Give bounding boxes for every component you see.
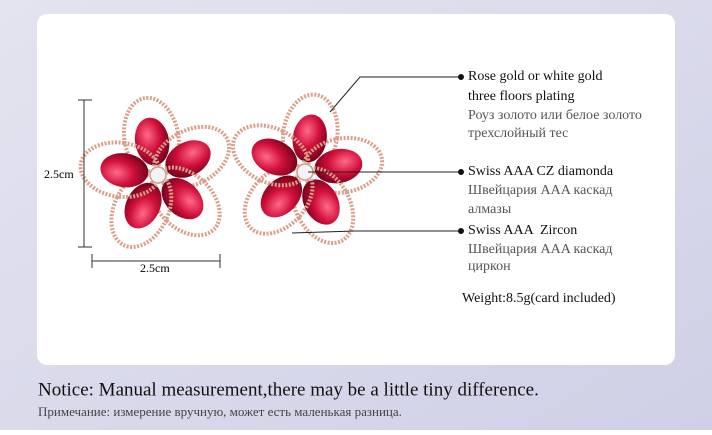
callout-dots bbox=[458, 74, 464, 234]
notice: Notice: Manual measurement,there may be … bbox=[38, 379, 539, 400]
ruby bbox=[251, 138, 298, 176]
center-stone bbox=[296, 163, 314, 181]
ruby bbox=[134, 117, 170, 166]
ruby bbox=[100, 153, 149, 188]
notice-ru: Примечание: измерение вручную, может ест… bbox=[38, 404, 402, 419]
ruby bbox=[314, 148, 363, 184]
height-label: 2.5cm bbox=[44, 167, 74, 181]
callout-text-ru: трехслойный тес bbox=[468, 126, 568, 141]
callout-text: Rose gold or white gold bbox=[468, 69, 603, 84]
center-stone bbox=[149, 166, 167, 184]
callout-lines bbox=[291, 76, 460, 234]
weight: Weight:8.5g(card included) bbox=[462, 291, 616, 306]
callout-text-ru: Швейцария AAA каскад bbox=[468, 242, 613, 257]
ruby bbox=[292, 114, 327, 163]
callout-text-ru: Швейцария AAA каскад bbox=[468, 183, 613, 198]
dimension-lines bbox=[78, 99, 221, 268]
earring bbox=[78, 95, 232, 250]
ruby bbox=[260, 175, 303, 218]
callout-text: Swiss AAA Zircon bbox=[468, 223, 577, 238]
earrings bbox=[78, 92, 385, 250]
callout-text-ru: Роуз золото или белое золото bbox=[468, 108, 642, 123]
callout-text: Swiss AAA CZ diamonda bbox=[468, 164, 614, 179]
callout-text-ru: алмазы bbox=[468, 202, 512, 217]
card bbox=[37, 14, 675, 365]
width-label: 2.5cm bbox=[140, 261, 170, 275]
earring bbox=[230, 92, 385, 246]
ruby bbox=[161, 177, 204, 220]
callout-text-ru: циркон bbox=[468, 259, 511, 274]
ruby bbox=[124, 182, 162, 229]
callout-text: three floors plating bbox=[468, 89, 575, 104]
